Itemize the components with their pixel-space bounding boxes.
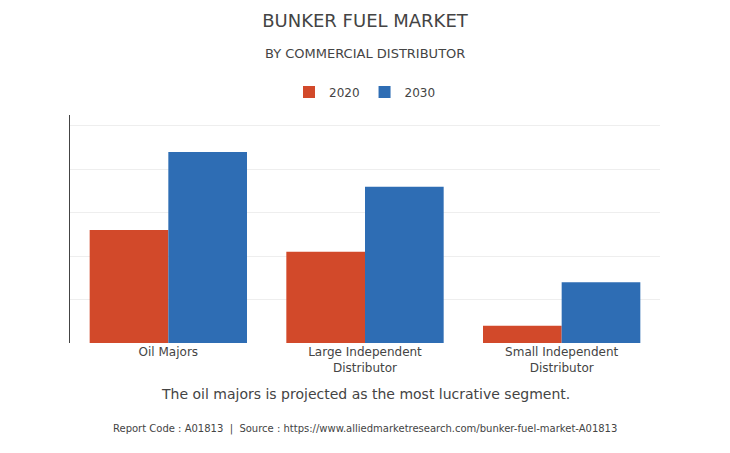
svg-text:Large IndependentDistributor: Large IndependentDistributor (308, 345, 422, 375)
svg-text:BY COMMERCIAL DISTRIBUTOR: BY COMMERCIAL DISTRIBUTOR (265, 46, 465, 61)
svg-text:The oil majors is projected as: The oil majors is projected as the most … (161, 386, 570, 402)
svg-text:2030: 2030 (405, 86, 436, 100)
svg-text:Report Code : A01813 | Sourc: Report Code : A01813 | Source : https://… (113, 423, 617, 435)
svg-text:2020: 2020 (329, 86, 360, 100)
svg-text:BUNKER FUEL MARKET: BUNKER FUEL MARKET (262, 10, 469, 31)
svg-text:Oil Majors: Oil Majors (139, 345, 199, 359)
svg-text:Small IndependentDistributor: Small IndependentDistributor (505, 345, 618, 375)
